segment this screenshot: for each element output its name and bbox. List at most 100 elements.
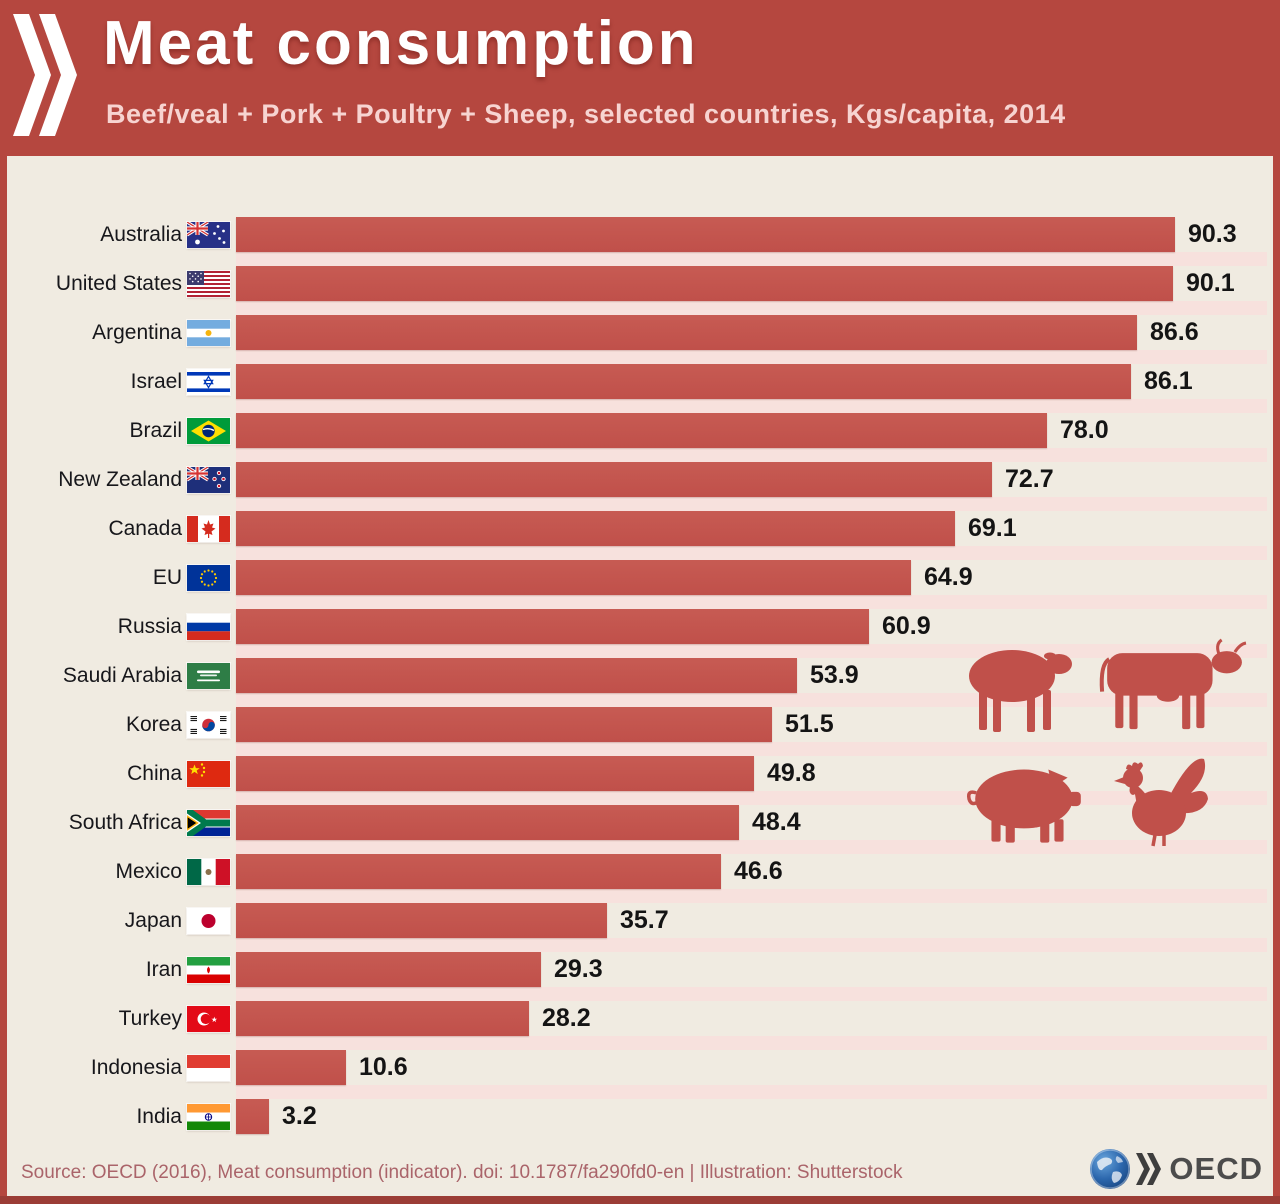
country-label: Australia [100,222,182,246]
bar-track: 72.7 [236,462,1267,497]
bar-track: 60.9 [236,609,1267,644]
bar [236,217,1175,252]
value-label: 10.6 [359,1053,408,1081]
bar [236,560,911,595]
bar [236,609,869,644]
value-label: 28.2 [542,1004,591,1032]
chart-row: Japan 35.7 [7,896,1267,945]
page-subtitle: Beef/veal + Pork + Poultry + Sheep, sele… [106,99,1066,129]
bar [236,854,721,889]
israel-flag-icon [187,368,230,395]
oecd-chevrons-small-icon [1136,1153,1162,1185]
country-label: New Zealand [58,467,182,491]
chart-row: New Zealand 72.7 [7,455,1267,504]
australia-flag-icon [187,221,230,248]
bar [236,1001,529,1036]
chart-row: Brazil 78.0 [7,406,1267,455]
bar-track: 49.8 [236,756,1267,791]
value-label: 64.9 [924,563,973,591]
page-title: Meat consumption [103,9,699,78]
bar-track: 90.1 [236,266,1267,301]
chart-row: Argentina 86.6 [7,308,1267,357]
japan-flag-icon [187,907,230,934]
chart-row: EU 64.9 [7,553,1267,602]
value-label: 86.6 [1150,318,1199,346]
bar-track: 64.9 [236,560,1267,595]
sheep-icon [969,650,1072,732]
bar [236,511,955,546]
oecd-globe-icon [1090,1149,1131,1189]
chart-row: Indonesia 10.6 [7,1043,1267,1092]
bar-track: 86.6 [236,315,1267,350]
bar-chart: Australia 90.3 United States 90.1 Argent… [7,210,1267,1141]
country-label: Brazil [129,418,182,442]
indonesia-flag-icon [187,1054,230,1081]
bar [236,658,797,693]
country-label: Mexico [115,859,182,883]
bar [236,952,541,987]
chart-row: Australia 90.3 [7,210,1267,259]
south-africa-flag-icon [187,809,230,836]
bar [236,707,772,742]
cow-icon [1099,638,1247,730]
rooster-icon [1114,758,1208,847]
bar-track: 78.0 [236,413,1267,448]
saudi-arabia-flag-icon [187,662,230,689]
value-label: 72.7 [1005,465,1054,493]
value-label: 51.5 [785,710,834,738]
chart-row: South Africa 48.4 [7,798,1267,847]
bar [236,413,1047,448]
value-label: 48.4 [752,808,801,836]
bar [236,364,1131,399]
india-flag-icon [187,1103,230,1130]
bar-track: 46.6 [236,854,1267,889]
bar [236,903,607,938]
chart-row: Turkey 28.2 [7,994,1267,1043]
russia-flag-icon [187,613,230,640]
chart-row: Iran 29.3 [7,945,1267,994]
bottom-border [0,1196,1280,1204]
value-label: 69.1 [968,514,1017,542]
value-label: 3.2 [282,1102,317,1130]
country-label: United States [55,271,182,295]
bar [236,756,754,791]
header: Meat consumption Beef/veal + Pork + Poul… [0,0,1280,156]
country-label: South Africa [68,810,182,834]
chart-row: Saudi Arabia 53.9 [7,651,1267,700]
country-label: Iran [145,957,182,981]
usa-flag-icon [187,270,230,297]
oecd-logo-text: OECD [1169,1151,1263,1186]
value-label: 90.1 [1186,269,1235,297]
mexico-flag-icon [187,858,230,885]
country-label: Turkey [118,1006,182,1030]
chart-row: Russia 60.9 [7,602,1267,651]
value-label: 60.9 [882,612,931,640]
chart-row: Korea 51.5 [7,700,1267,749]
value-label: 78.0 [1060,416,1109,444]
bar-track: 86.1 [236,364,1267,399]
iran-flag-icon [187,956,230,983]
argentina-flag-icon [187,319,230,346]
country-label: India [136,1104,182,1128]
chart-row: United States 90.1 [7,259,1267,308]
brazil-flag-icon [187,417,230,444]
eu-flag-icon [187,564,230,591]
source-note: Source: OECD (2016), Meat consumption (i… [21,1162,903,1183]
pig-icon [966,769,1081,843]
chart-row: China 49.8 [7,749,1267,798]
country-label: Canada [108,516,182,540]
country-label: Russia [117,614,182,638]
value-label: 49.8 [767,759,816,787]
bar-track: 48.4 [236,805,1267,840]
oecd-chevrons-icon [13,14,77,136]
bar-track: 10.6 [236,1050,1267,1085]
value-label: 90.3 [1188,220,1237,248]
country-label: EU [152,565,182,589]
country-label: Argentina [92,320,182,344]
bar [236,315,1137,350]
bar [236,266,1173,301]
turkey-flag-icon [187,1005,230,1032]
value-label: 46.6 [734,857,783,885]
bar-track: 90.3 [236,217,1267,252]
